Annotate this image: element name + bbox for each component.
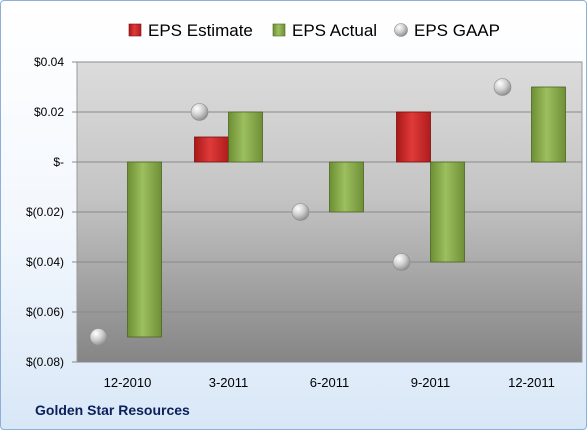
x-tick-label: 12-2010 [104,375,152,390]
x-axis: 12-2010 3-2011 6-2011 9-2011 12-2011 [104,375,555,390]
legend-eps-estimate-swatch [128,23,142,37]
bars [127,86,566,338]
eps-actual-bar [228,111,263,163]
eps-estimate-bar [396,111,431,163]
gaap-markers [89,78,512,346]
x-tick-label: 9-2011 [411,375,451,390]
legend-eps-gaap-swatch [394,23,408,37]
eps-gaap-marker [493,78,512,96]
legend-eps-estimate-label: EPS Estimate [148,21,253,40]
eps-gaap-marker [190,103,209,121]
y-tick-label: $(0.02) [26,205,64,219]
legend-eps-gaap-label: EPS GAAP [414,21,500,40]
legend-eps-actual-swatch [272,23,286,37]
y-tick-label: $0.04 [34,55,64,69]
company-name: Golden Star Resources [35,402,190,418]
y-axis: $0.04 $0.02 $- $(0.02) $(0.04) $(0.06) $(0.08) [26,55,77,369]
eps-actual-bar [430,161,465,263]
eps-gaap-marker [291,203,310,221]
y-tick-label: $(0.06) [26,305,64,319]
y-tick-label: $- [53,155,64,169]
y-tick-label: $(0.08) [26,355,64,369]
x-tick-label: 3-2011 [209,375,249,390]
y-tick-label: $(0.04) [26,255,64,269]
eps-actual-bar [127,161,162,338]
eps-gaap-marker [89,328,108,346]
eps-actual-bar [531,86,566,163]
eps-actual-bar [329,161,364,213]
x-tick-label: 6-2011 [310,375,350,390]
legend: EPS Estimate EPS Actual EPS GAAP [128,21,500,40]
x-tick-label: 12-2011 [508,375,555,390]
eps-gaap-marker [392,253,411,271]
legend-eps-actual-label: EPS Actual [292,21,377,40]
y-tick-label: $0.02 [34,105,64,119]
eps-estimate-bar [194,136,229,163]
